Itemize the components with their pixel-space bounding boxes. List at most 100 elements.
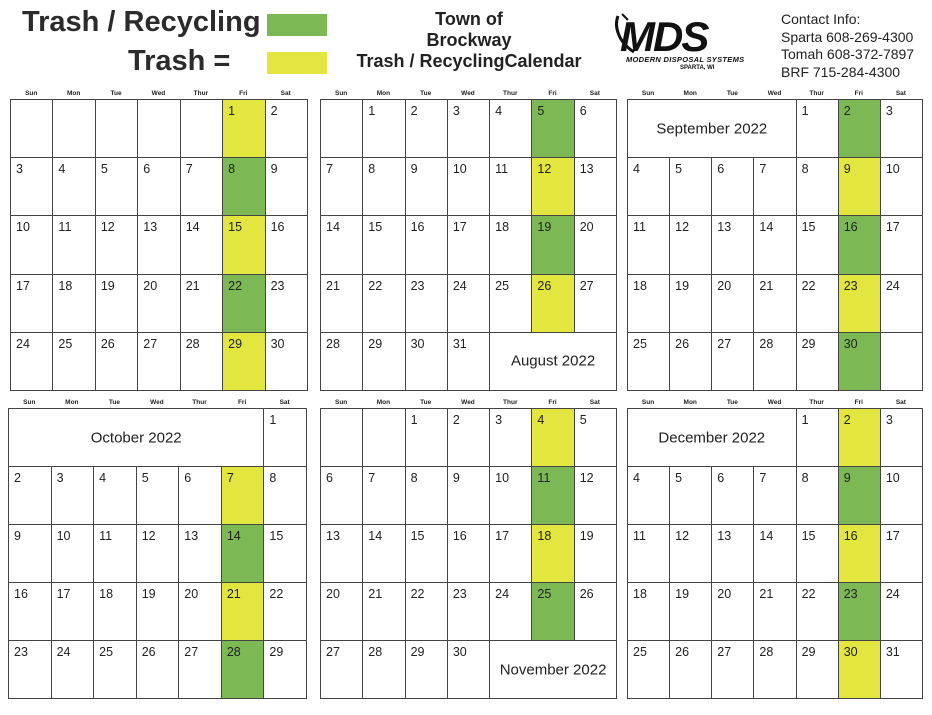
day-number: 28: [326, 336, 340, 351]
day-cell: 15: [405, 525, 448, 583]
weekday-label: Mon: [65, 399, 79, 406]
day-number: 22: [228, 278, 243, 293]
weekday-label: Tue: [108, 399, 120, 406]
day-cell: 11: [490, 158, 533, 217]
day-cell: 13: [712, 216, 755, 275]
weekday-label: Thur: [809, 399, 824, 406]
day-cell: 12: [670, 216, 713, 275]
day-cell: 27: [574, 274, 617, 333]
weekday-label: Sat: [589, 399, 600, 406]
day-number: 30: [843, 645, 858, 659]
day-number: 12: [579, 471, 594, 485]
day-cell: 21: [321, 274, 364, 333]
day-cell: 13: [138, 216, 181, 275]
day-cell: 27: [138, 332, 181, 391]
day-cell: 25: [94, 641, 137, 699]
weekday-header: Sun Mon Tue Wed Thur Fri Sat: [320, 89, 616, 99]
month-october: Sun Mon Tue Wed Thur Fri Sat 1 2 3 4 5 6 7 8 9 10 11 12 13 1…: [8, 398, 307, 699]
day-cell: 24: [880, 274, 923, 333]
weekday-label: Tue: [726, 90, 738, 97]
contact-line: Sparta 608-269-4300: [781, 28, 914, 45]
day-number: 8: [228, 162, 236, 177]
day-cell: 31: [880, 641, 923, 699]
day-cell: 29: [363, 332, 406, 391]
weekday-header: Sun Mon Tue Wed Thur Fri Sat: [8, 398, 306, 408]
logo-mark: MDS: [620, 13, 709, 60]
swoosh-icon: [615, 13, 635, 54]
day-cell: 29: [223, 332, 266, 391]
weekday-label: Sun: [25, 90, 38, 97]
day-number: 21: [185, 278, 200, 293]
month-grid: 1 2 3 4 5 6 7 8 9 10 11 12 13 14 15 16 17 18 19 20 21 22 23 24 2…: [320, 99, 617, 391]
day-cell: 28: [221, 641, 265, 699]
day-number: 13: [579, 162, 594, 177]
day-number: 1: [228, 104, 236, 118]
day-cell: 17: [447, 216, 491, 275]
day-number: 7: [368, 471, 376, 485]
day-cell: 20: [179, 583, 222, 641]
day-number: 28: [759, 336, 774, 351]
day-cell: 14: [754, 216, 797, 275]
day-cell: 23: [265, 274, 308, 333]
weekday-label: Sat: [280, 90, 291, 97]
day-cell: 12: [95, 216, 139, 275]
day-cell: 2: [9, 467, 52, 525]
day-cell: 24: [11, 332, 54, 391]
weekday-label: Thur: [809, 90, 824, 97]
day-cell: 30: [265, 332, 308, 391]
day-cell: 14: [754, 525, 797, 583]
day-number: 2: [843, 104, 851, 118]
day-number: 7: [226, 471, 234, 485]
day-number: 5: [141, 471, 149, 485]
weekday-header: Sun Mon Tue Wed Thur Fri Sat: [627, 89, 922, 99]
day-number: 30: [410, 336, 425, 351]
day-cell: 4: [628, 158, 671, 217]
day-number: 1: [410, 413, 418, 427]
day-cell: 21: [754, 583, 797, 641]
day-cell: 4: [94, 467, 137, 525]
day-number: 6: [184, 471, 192, 485]
day-cell: 15: [796, 216, 839, 275]
day-cell: 16: [9, 583, 52, 641]
day-number: 18: [495, 220, 510, 235]
day-cell: 26: [670, 332, 713, 391]
day-number: 26: [537, 278, 552, 293]
day-cell: 28: [321, 332, 364, 391]
day-cell: 19: [670, 583, 713, 641]
day-number: 3: [495, 413, 503, 427]
month-title-box: October 2022: [9, 409, 265, 467]
day-number: 5: [537, 104, 545, 118]
day-cell: 28: [180, 332, 224, 391]
month-title-box: August 2022: [490, 332, 617, 391]
day-number: 22: [368, 278, 383, 293]
day-cell: 14: [180, 216, 224, 275]
day-cell: 14: [221, 525, 265, 583]
day-number: 9: [843, 162, 851, 177]
day-number: 27: [717, 645, 732, 659]
day-number: 28: [185, 336, 200, 351]
day-cell: 23: [838, 583, 881, 641]
day-number: 25: [495, 278, 510, 293]
day-number: 7: [326, 162, 333, 177]
title-line-2: Brockway: [426, 30, 512, 50]
day-number: 6: [143, 162, 151, 177]
day-number: 20: [579, 220, 594, 235]
day-number: 16: [14, 587, 28, 601]
month-grid: 1 2 3 4 5 6 7 8 9 10 11 12 13 14 15 16 17 18 19 20 21 22 23 24 2…: [627, 99, 923, 391]
day-cell: 30: [838, 641, 881, 699]
day-number: 19: [100, 278, 115, 293]
day-number: 31: [885, 645, 900, 659]
day-cell: 2: [447, 409, 491, 467]
day-cell: 27: [321, 641, 364, 699]
weekday-label: Thur: [503, 90, 518, 97]
weekday-header: Sun Mon Tue Wed Thur Fri Sat: [320, 398, 616, 408]
day-number: 30: [843, 336, 858, 351]
day-cell: 22: [223, 274, 266, 333]
day-cell: 22: [363, 274, 406, 333]
day-number: 23: [452, 587, 467, 601]
day-number: 1: [801, 104, 809, 118]
day-cell: 13: [179, 525, 222, 583]
day-cell: 9: [9, 525, 52, 583]
day-number: 19: [141, 587, 156, 601]
day-number: 1: [368, 104, 376, 118]
